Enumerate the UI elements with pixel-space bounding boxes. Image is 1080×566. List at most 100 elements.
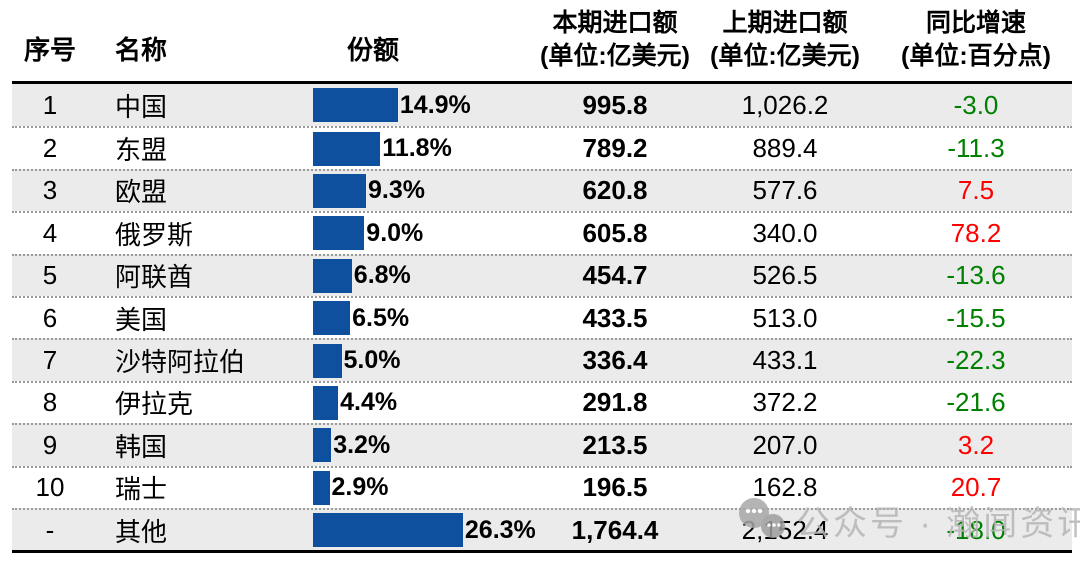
current-import-value-cell: 1,764.4 — [571, 514, 659, 545]
current-import-value-cell: 620.8 — [582, 175, 648, 206]
share-bar — [313, 385, 339, 420]
table-row: 1 中国 14.9% 995.8 1,026.2 -3.0 — [12, 84, 1072, 127]
previous-import-value-cell: 889.4 — [752, 133, 818, 164]
share-label: 4.4% — [340, 388, 398, 417]
rank-cell: 3 — [42, 175, 58, 206]
header-previous-import-title: 上期进口额 — [722, 9, 848, 37]
rank-cell: 8 — [42, 387, 58, 418]
share-label: 5.0% — [343, 346, 401, 375]
share-cell: 26.3% — [300, 513, 540, 548]
rank-cell: - — [45, 514, 55, 545]
yoy-value-cell: -22.3 — [946, 345, 1006, 376]
share-bar — [313, 258, 352, 293]
header-current-import-title: 本期进口额 — [552, 9, 678, 37]
yoy-value-cell: 78.2 — [950, 217, 1002, 248]
current-import-value-cell: 789.2 — [582, 133, 648, 164]
rank-cell: 9 — [42, 429, 58, 460]
previous-import-value-cell: 1,026.2 — [741, 89, 829, 120]
header-current-import: 本期进口额 (单位:亿美元) — [540, 7, 690, 81]
previous-import-value-cell: 162.8 — [752, 472, 818, 503]
share-cell: 9.0% — [300, 216, 540, 251]
header-yoy-growth-title: 同比增速 — [925, 9, 1026, 37]
table-row: 5 阿联酋 6.8% 454.7 526.5 -13.6 — [12, 253, 1072, 296]
region-name-cell: 沙特阿拉伯 — [115, 347, 246, 378]
current-import-value-cell: 605.8 — [582, 217, 648, 248]
share-bar — [313, 428, 332, 463]
yoy-value-cell: 3.2 — [957, 429, 995, 460]
header-share: 份额 — [347, 35, 400, 65]
yoy-value-cell: 20.7 — [950, 472, 1002, 503]
previous-import-value-cell: 372.2 — [752, 387, 818, 418]
share-label: 6.5% — [352, 303, 410, 332]
previous-import-value-cell: 433.1 — [752, 345, 818, 376]
rank-cell: 4 — [42, 217, 58, 248]
region-name-cell: 其他 — [115, 516, 168, 547]
rank-cell: 7 — [42, 345, 58, 376]
header-current-import-unit: (单位:亿美元) — [540, 42, 690, 70]
current-import-value-cell: 454.7 — [582, 260, 648, 291]
table-header-row: 序号 名称 份额 本期进口额 (单位:亿美元) 上期进口额 (单位:亿美元) 同… — [12, 0, 1072, 84]
table-row: 9 韩国 3.2% 213.5 207.0 3.2 — [12, 423, 1072, 466]
header-yoy-growth-unit: (单位:百分点) — [901, 42, 1051, 70]
previous-import-value-cell: 340.0 — [752, 217, 818, 248]
share-label: 9.0% — [366, 218, 424, 247]
current-import-value-cell: 336.4 — [582, 345, 648, 376]
share-label: 14.9% — [399, 90, 471, 119]
share-bar — [313, 216, 365, 251]
share-cell: 6.8% — [300, 258, 540, 293]
previous-import-value-cell: 513.0 — [752, 302, 818, 333]
share-cell: 14.9% — [300, 88, 540, 123]
region-name-cell: 阿联酋 — [115, 262, 194, 293]
yoy-value-cell: -13.6 — [946, 260, 1006, 291]
region-name-cell: 伊拉克 — [115, 389, 194, 420]
region-name-cell: 瑞士 — [115, 474, 168, 505]
table-row: 6 美国 6.5% 433.5 513.0 -15.5 — [12, 295, 1072, 338]
rank-cell: 6 — [42, 302, 58, 333]
region-name-cell: 东盟 — [115, 135, 168, 166]
share-cell: 9.3% — [300, 173, 540, 208]
yoy-value-cell: -21.6 — [946, 387, 1006, 418]
rank-cell: 10 — [35, 472, 65, 503]
share-cell: 5.0% — [300, 343, 540, 378]
share-bar — [313, 343, 342, 378]
previous-import-value-cell: 207.0 — [752, 429, 818, 460]
region-name-cell: 韩国 — [115, 431, 168, 462]
header-name: 名称 — [115, 35, 168, 65]
share-label: 6.8% — [353, 261, 411, 290]
region-name-cell: 中国 — [115, 91, 168, 122]
region-name-cell: 欧盟 — [115, 177, 168, 208]
table-row: 7 沙特阿拉伯 5.0% 336.4 433.1 -22.3 — [12, 338, 1072, 381]
import-data-table: 序号 名称 份额 本期进口额 (单位:亿美元) 上期进口额 (单位:亿美元) 同… — [12, 0, 1072, 554]
header-num: 序号 — [23, 35, 76, 65]
previous-import-value-cell: 577.6 — [752, 175, 818, 206]
yoy-value-cell: -15.5 — [946, 302, 1006, 333]
share-cell: 4.4% — [300, 385, 540, 420]
yoy-value-cell: -3.0 — [953, 89, 999, 120]
share-cell: 11.8% — [300, 131, 540, 166]
region-name-cell: 俄罗斯 — [115, 219, 194, 250]
region-name-cell: 美国 — [115, 304, 168, 335]
table-row: 10 瑞士 2.9% 196.5 162.8 20.7 — [12, 465, 1072, 508]
share-bar — [313, 88, 398, 123]
share-label: 9.3% — [368, 176, 425, 205]
table-row: 8 伊拉克 4.4% 291.8 372.2 -21.6 — [12, 380, 1072, 423]
share-bar — [313, 173, 366, 208]
table-body: 1 中国 14.9% 995.8 1,026.2 -3.0 2 东盟 11.8%… — [12, 84, 1072, 554]
header-yoy-growth: 同比增速 (单位:百分点) — [880, 7, 1072, 81]
table-row: 2 东盟 11.8% 789.2 889.4 -11.3 — [12, 126, 1072, 168]
share-bar — [313, 301, 351, 336]
current-import-value-cell: 196.5 — [582, 472, 648, 503]
yoy-value-cell: 7.5 — [957, 175, 995, 206]
share-label: 11.8% — [382, 134, 452, 163]
previous-import-value-cell: 2,152.4 — [741, 514, 829, 545]
share-bar — [313, 470, 330, 505]
rank-cell: 1 — [42, 89, 58, 120]
current-import-value-cell: 433.5 — [582, 302, 648, 333]
yoy-value-cell: -18.0 — [946, 514, 1006, 545]
share-bar — [313, 513, 463, 548]
table-row: 4 俄罗斯 9.0% 605.8 340.0 78.2 — [12, 211, 1072, 253]
table-row: 3 欧盟 9.3% 620.8 577.6 7.5 — [12, 168, 1072, 212]
header-previous-import-unit: (单位:亿美元) — [710, 42, 860, 70]
share-cell: 3.2% — [300, 428, 540, 463]
share-cell: 2.9% — [300, 470, 540, 505]
